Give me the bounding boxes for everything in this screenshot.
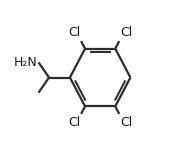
Text: Cl: Cl	[120, 116, 132, 128]
Text: Cl: Cl	[68, 27, 80, 39]
Text: H₂N: H₂N	[14, 56, 38, 69]
Text: Cl: Cl	[120, 27, 132, 39]
Text: Cl: Cl	[68, 116, 80, 128]
